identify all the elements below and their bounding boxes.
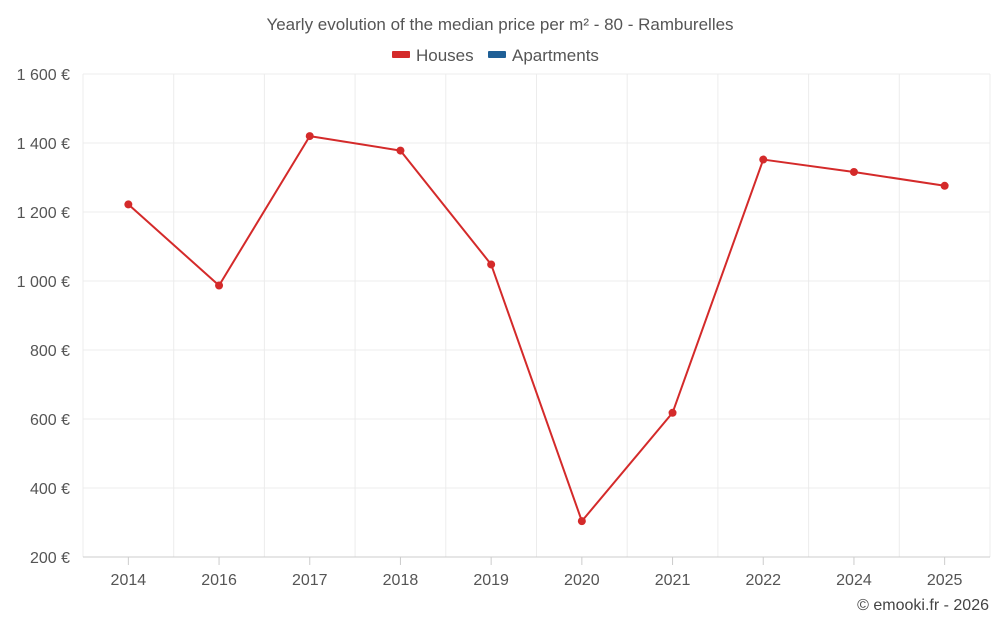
data-point-houses-2018[interactable]: [396, 146, 405, 155]
y-tick-label: 600 €: [30, 412, 70, 429]
data-point-houses-2019[interactable]: [487, 260, 496, 269]
x-tick-label: 2021: [655, 572, 691, 589]
chart-title: Yearly evolution of the median price per…: [266, 15, 733, 34]
data-point-houses-2025[interactable]: [940, 181, 949, 190]
series-houses: [124, 132, 949, 526]
x-tick-label: 2018: [383, 572, 419, 589]
series-line-houses: [127, 135, 945, 523]
x-tick-label: 2016: [201, 572, 237, 589]
legend-item-apartments[interactable]: Apartments: [488, 46, 599, 65]
grid: [82, 73, 991, 557]
x-tick-label: 2020: [564, 572, 600, 589]
data-point-houses-2016[interactable]: [215, 281, 224, 290]
data-point-houses-2022[interactable]: [759, 155, 768, 164]
y-tick-label: 1 600 €: [17, 67, 70, 84]
data-point-houses-2020[interactable]: [577, 517, 586, 526]
legend-swatch-apartments: [488, 51, 506, 58]
y-axis: 200 € 400 € 600 € 800 € 1 000 € 1 200 € 1 400 …: [17, 67, 70, 567]
data-point-houses-2024[interactable]: [849, 167, 858, 176]
legend: Houses Apartments: [392, 46, 599, 65]
y-tick-label: 1 000 €: [17, 274, 70, 291]
data-point-houses-2021[interactable]: [668, 408, 677, 417]
legend-label-houses: Houses: [416, 46, 474, 65]
x-tick-label: 2019: [473, 572, 509, 589]
y-tick-label: 1 400 €: [17, 136, 70, 153]
legend-swatch-houses: [392, 51, 410, 58]
legend-label-apartments: Apartments: [512, 46, 599, 65]
legend-item-houses[interactable]: Houses: [392, 46, 474, 65]
x-tick-label: 2014: [111, 572, 147, 589]
x-tick-label: 2022: [745, 572, 781, 589]
y-tick-label: 400 €: [30, 481, 70, 498]
data-point-houses-2014[interactable]: [124, 200, 133, 209]
x-axis: 2014 2016 2017 2018 2019 2020 2021 2022 2024 2025: [83, 556, 990, 589]
credit-text: © emooki.fr - 2026: [857, 597, 989, 614]
y-tick-label: 200 €: [30, 550, 70, 567]
x-tick-label: 2017: [292, 572, 328, 589]
x-tick-label: 2024: [836, 572, 872, 589]
y-tick-label: 800 €: [30, 343, 70, 360]
y-tick-label: 1 200 €: [17, 205, 70, 222]
data-point-houses-2017[interactable]: [305, 132, 314, 141]
x-tick-label: 2025: [927, 572, 963, 589]
